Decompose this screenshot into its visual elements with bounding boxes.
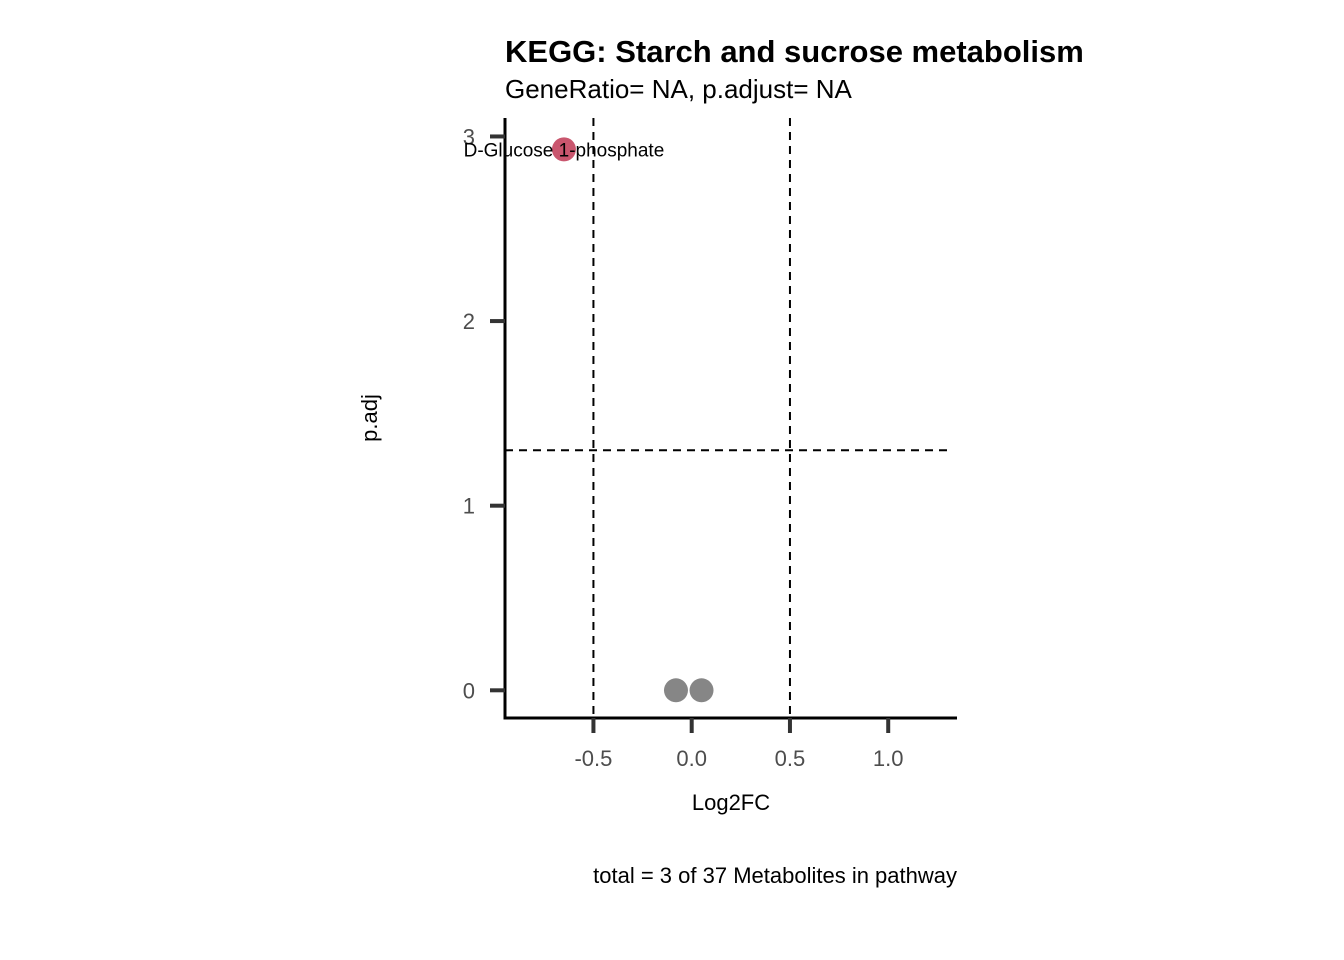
chart-title: KEGG: Starch and sucrose metabolism (505, 34, 1084, 69)
data-point-2 (689, 678, 714, 703)
y-tick-label-3: 3 (463, 124, 475, 149)
y-tick-label-0: 0 (463, 678, 475, 703)
x-tick-label-1: 0.0 (676, 746, 707, 771)
y-axis-title: p.adj (357, 394, 382, 442)
x-tick-label-3: 1.0 (873, 746, 904, 771)
chart-caption: total = 3 of 37 Metabolites in pathway (593, 863, 957, 888)
x-tick-label-2: 0.5 (775, 746, 806, 771)
point-label-0: D-Glucose 1-phosphate (464, 140, 665, 161)
x-tick-label-0: -0.5 (574, 746, 612, 771)
data-point-1 (663, 678, 688, 703)
y-tick-label-1: 1 (463, 494, 475, 519)
plot-area: 0 1 2 3 -0.5 0.0 0.5 1.0 D-Glucose 1-phosphate (463, 118, 957, 771)
data-point-0 (551, 137, 576, 162)
chart-subtitle: GeneRatio= NA, p.adjust= NA (505, 74, 853, 104)
y-tick-label-2: 2 (463, 309, 475, 334)
x-axis-title: Log2FC (692, 790, 770, 815)
